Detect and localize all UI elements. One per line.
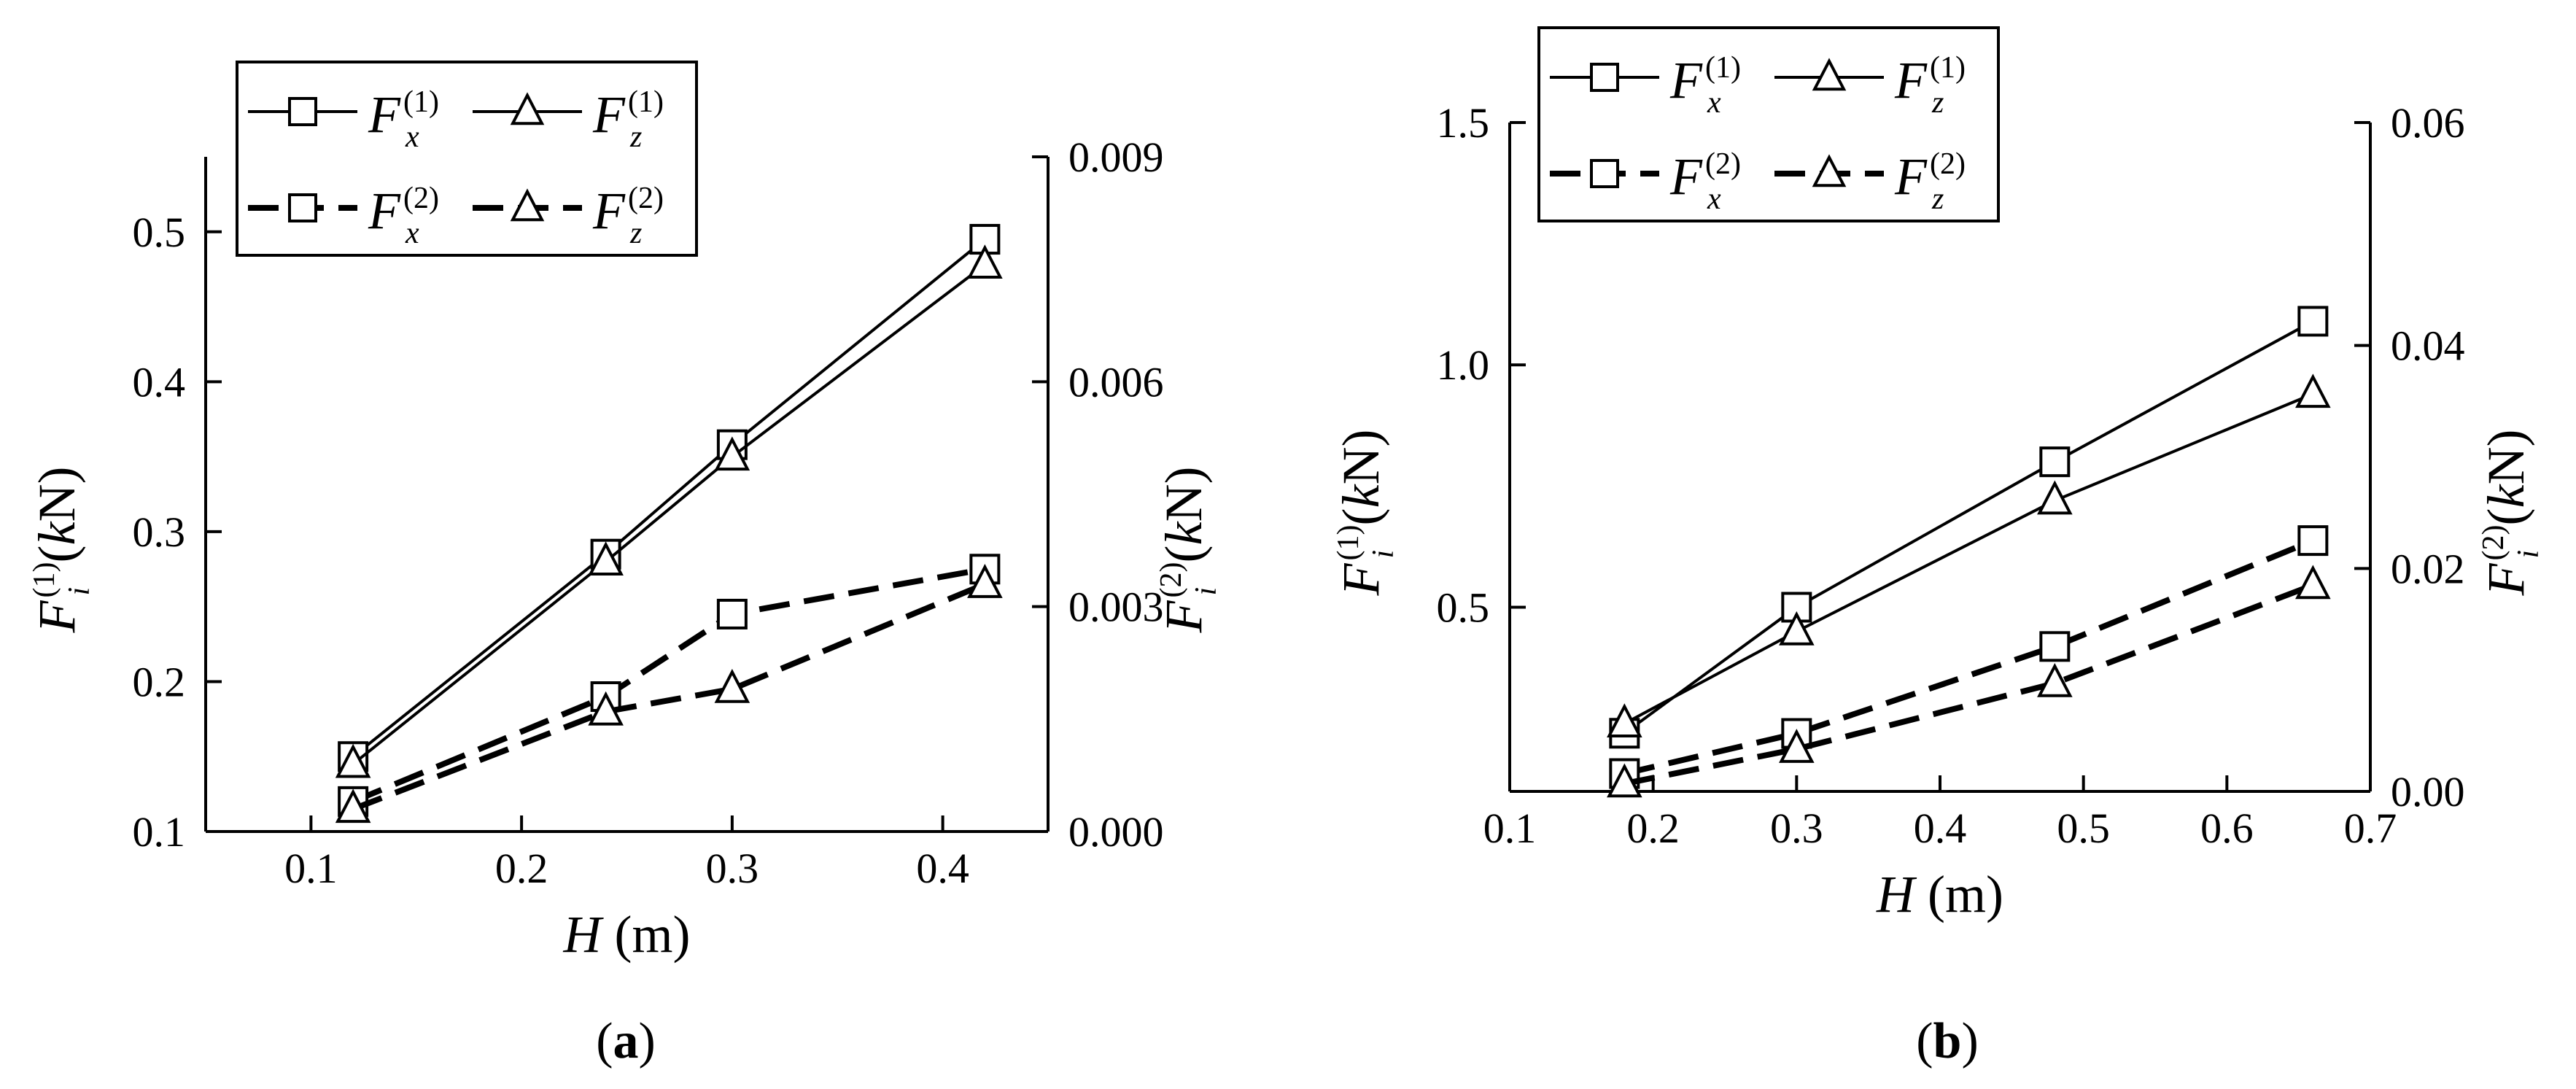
series-line-3	[352, 581, 986, 812]
data-point-triangle	[714, 668, 750, 703]
chart-panel-a: 0.1 0.2 0.3 0.4 0.1 0.2 0.3 0.4 0.5 0.000 0.003 0.0…	[28, 61, 1223, 1069]
series-line-1	[352, 263, 986, 766]
legend-label: F(2) z	[1894, 147, 1966, 216]
chart-panel-b: 0.1 0.2 0.3 0.4 0.5 0.6 0.7 0.5 1.0 1.5 0.00 0.02 0.…	[1332, 26, 2545, 1069]
legend-label: F(2) z	[592, 182, 664, 250]
y-right-tick-label: 0.003	[1068, 584, 1164, 631]
data-point-triangle	[588, 691, 624, 726]
x-axis-title: H (m)	[563, 905, 691, 964]
legend-marker-square	[1590, 159, 1619, 188]
y-left-title-symbol: F(1)i	[28, 562, 96, 634]
legend-box	[236, 61, 698, 257]
x-tick-label: 0.3	[706, 845, 759, 892]
data-point-triangle	[2037, 480, 2073, 515]
y-right-tick-label: 0.006	[1068, 358, 1164, 406]
legend-label: F(1) x	[1669, 51, 1741, 120]
data-point-triangle	[2295, 373, 2331, 408]
panel-label: (a)	[596, 1013, 656, 1069]
data-point-square	[716, 598, 748, 629]
y-left-tick-label: 0.4	[133, 358, 186, 406]
data-point-triangle	[1779, 729, 1815, 763]
series-line-0	[1623, 319, 2314, 735]
y-axis-title-right: F(2)i(kN)	[1155, 467, 1223, 634]
y-left-tick-label: 0.5	[1437, 584, 1490, 631]
y-left-tick-label: 0.2	[133, 658, 186, 705]
y-right-tick-label: 0.04	[2391, 322, 2465, 370]
legend-marker-triangle	[510, 188, 545, 222]
y-right-tick-label: 0.009	[1068, 133, 1164, 181]
y-right-title-symbol: F(2)i	[2477, 525, 2545, 597]
x-tick-label: 0.3	[1770, 805, 1823, 852]
data-point-triangle	[2037, 662, 2073, 697]
y-right-tick-label: 0.00	[2391, 768, 2465, 815]
y-right-tick-label: 0.000	[1068, 808, 1164, 856]
legend-box	[1537, 26, 2000, 222]
y-left-tick-label: 1.0	[1437, 341, 1490, 389]
legend-label: F(2) x	[1669, 147, 1741, 216]
y-left-tick-label: 0.3	[133, 508, 186, 556]
data-point-square	[2039, 631, 2071, 662]
series-line-1	[1623, 392, 2314, 725]
y-right-title-symbol: F(2)i	[1155, 562, 1223, 634]
data-point-square	[2297, 306, 2329, 337]
legend-label: F(2) x	[368, 182, 439, 250]
x-tick-label: 0.2	[1626, 805, 1680, 852]
legend-marker-triangle	[1812, 58, 1847, 91]
y-left-title-symbol: F(1)i	[1332, 525, 1400, 597]
data-point-triangle	[714, 436, 750, 471]
legend-marker-triangle	[510, 92, 545, 125]
panel-label: (b)	[1916, 1013, 1979, 1069]
data-point-square	[2297, 525, 2329, 557]
legend-label: F(1) z	[592, 85, 664, 154]
legend: F(1) x F(1) z F(2) x F(2) z	[1537, 26, 2000, 222]
legend-marker-square	[288, 97, 317, 126]
x-tick-label: 0.1	[284, 845, 338, 892]
x-axis-title: H (m)	[1876, 865, 2003, 923]
x-tick-label: 0.5	[2057, 805, 2110, 852]
legend-marker-square	[1590, 63, 1619, 92]
y-left-title-unit: (kN)	[28, 467, 86, 563]
series-line-2	[352, 566, 986, 805]
legend-marker-triangle	[1812, 154, 1847, 187]
data-point-triangle	[967, 244, 1003, 279]
data-point-triangle	[967, 564, 1003, 598]
x-tick-label: 0.6	[2200, 805, 2254, 852]
y-axis-title-left: F(1)i(kN)	[1332, 430, 1400, 597]
y-left-title-unit: (kN)	[1332, 430, 1390, 526]
y-left-tick-label: 1.5	[1437, 99, 1490, 147]
y-right-tick-label: 0.06	[2391, 99, 2465, 147]
data-point-triangle	[588, 541, 624, 576]
data-point-triangle	[335, 788, 371, 823]
legend-label: F(1) x	[368, 85, 439, 154]
data-point-triangle	[335, 743, 371, 778]
x-tick-label: 0.2	[495, 845, 548, 892]
y-left-tick-label: 0.1	[133, 808, 186, 856]
y-axis-title-right: F(2)i(kN)	[2477, 430, 2545, 597]
series-line-2	[1623, 538, 2314, 777]
legend-label: F(1) z	[1894, 51, 1966, 120]
x-tick-label: 0.4	[1914, 805, 1967, 852]
legend-marker-square	[288, 193, 317, 222]
y-right-title-unit: (kN)	[2477, 430, 2535, 526]
y-axis-title-left: F(1)i(kN)	[28, 467, 96, 634]
data-point-square	[2039, 446, 2071, 478]
y-left-tick-label: 0.5	[133, 209, 186, 256]
x-tick-label: 0.1	[1483, 805, 1537, 852]
series-line-3	[1623, 582, 2314, 787]
data-point-triangle	[1779, 611, 1815, 646]
data-point-triangle	[2295, 565, 2331, 600]
legend: F(1) x F(1) z F(2) x F(2) z	[236, 61, 698, 257]
y-right-title-unit: (kN)	[1155, 467, 1213, 563]
x-tick-label: 0.4	[916, 845, 969, 892]
data-point-triangle	[1607, 763, 1642, 798]
x-tick-label: 0.7	[2344, 805, 2397, 852]
series-line-0	[352, 238, 986, 758]
data-point-triangle	[1607, 703, 1642, 737]
y-right-tick-label: 0.02	[2391, 545, 2465, 592]
